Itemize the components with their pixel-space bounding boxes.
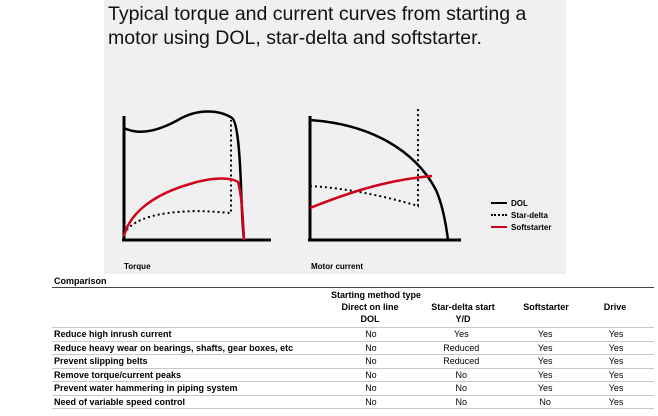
table-cell: No [410,381,513,396]
table-cell: No [331,395,411,409]
table-cell: Yes [578,354,654,369]
motor-current-label: Motor current [311,262,363,271]
legend-label-star-delta: Star-delta [511,210,548,220]
figure-title: Typical torque and current curves from s… [108,2,558,50]
table-cell: No [331,341,411,355]
column-header-star-delta-line1: Star-delta start [431,302,495,312]
row-label: Reduce heavy wear on bearings, shafts, g… [52,341,332,355]
torque-label: Torque [124,262,151,271]
comparison-table: Reduce high inrush current No Yes Yes Ye… [52,327,654,409]
table-cell: No [410,368,513,382]
table-cell: Yes [512,327,579,342]
table-cell: Yes [578,368,654,382]
table-row: Prevent slipping belts No Reduced Yes Ye… [52,354,654,369]
table-row: Prevent water hammering in piping system… [52,381,654,396]
legend-item-dol: DOL [491,197,551,209]
row-label: Need of variable speed control [52,395,332,409]
legend-label-dol: DOL [511,198,528,208]
table-cell: No [331,368,411,382]
comparison-divider [52,287,654,288]
table-cell: No [331,381,411,396]
starting-method-header: Starting method type [331,290,422,300]
column-header-drive-line1: Drive [603,302,627,312]
legend-swatch-dol [491,202,507,204]
column-header-softstarter-line1: Softstarter [523,302,569,312]
table-cell: Yes [410,327,513,342]
legend: DOL Star-delta Softstarter [491,197,551,233]
column-header-star-delta: Star-delta start Y/D [418,301,508,325]
legend-swatch-star-delta [491,214,507,216]
table-cell: No [512,395,579,409]
table-cell: No [410,395,513,409]
comparison-label: Comparison [54,276,107,286]
table-cell: Yes [512,354,579,369]
column-header-dol-line2: DOL [360,314,380,324]
legend-label-softstarter: Softstarter [511,222,552,232]
table-cell: No [331,327,411,342]
column-header-dol: Direct on line DOL [331,301,409,325]
table-cell: Yes [512,368,579,382]
table-row: Reduce heavy wear on bearings, shafts, g… [52,341,654,355]
table-cell: Yes [512,341,579,355]
legend-item-star-delta: Star-delta [491,209,551,221]
table-cell: Yes [512,381,579,396]
column-header-softstarter: Softstarter [512,301,580,313]
figure-title-line-2: motor using DOL, star-delta and softstar… [108,27,482,49]
table-cell: Reduced [410,341,513,355]
row-label: Reduce high inrush current [52,327,332,342]
table-row: Reduce high inrush current No Yes Yes Ye… [52,327,654,342]
current-dol-curve [309,118,450,241]
torque-softstarter-curve [122,177,246,241]
figure-panel [104,0,566,274]
table-row: Need of variable speed control No No No … [52,395,654,409]
column-header-star-delta-line2: Y/D [455,314,471,324]
legend-item-softstarter: Softstarter [491,221,551,233]
table-cell: Yes [578,381,654,396]
row-label: Prevent water hammering in piping system [52,381,332,396]
figure-title-line-1: Typical torque and current curves from s… [108,3,527,25]
table-cell: Yes [578,395,654,409]
current-star-delta-curve [309,108,419,208]
torque-dol-curve [123,110,246,241]
row-label: Remove torque/current peaks [52,368,332,382]
table-cell: Yes [578,327,654,342]
current-softstarter-curve [309,174,433,210]
table-cell: No [331,354,411,369]
row-label: Prevent slipping belts [52,354,332,369]
column-header-drive: Drive [588,301,642,313]
legend-swatch-softstarter [491,226,507,228]
torque-star-delta-curve [123,120,232,235]
curves-diagram [122,108,461,242]
table-cell: Yes [578,341,654,355]
table-row: Remove torque/current peaks No No Yes Ye… [52,368,654,382]
column-header-dol-line1: Direct on line [341,302,399,312]
table-cell: Reduced [410,354,513,369]
